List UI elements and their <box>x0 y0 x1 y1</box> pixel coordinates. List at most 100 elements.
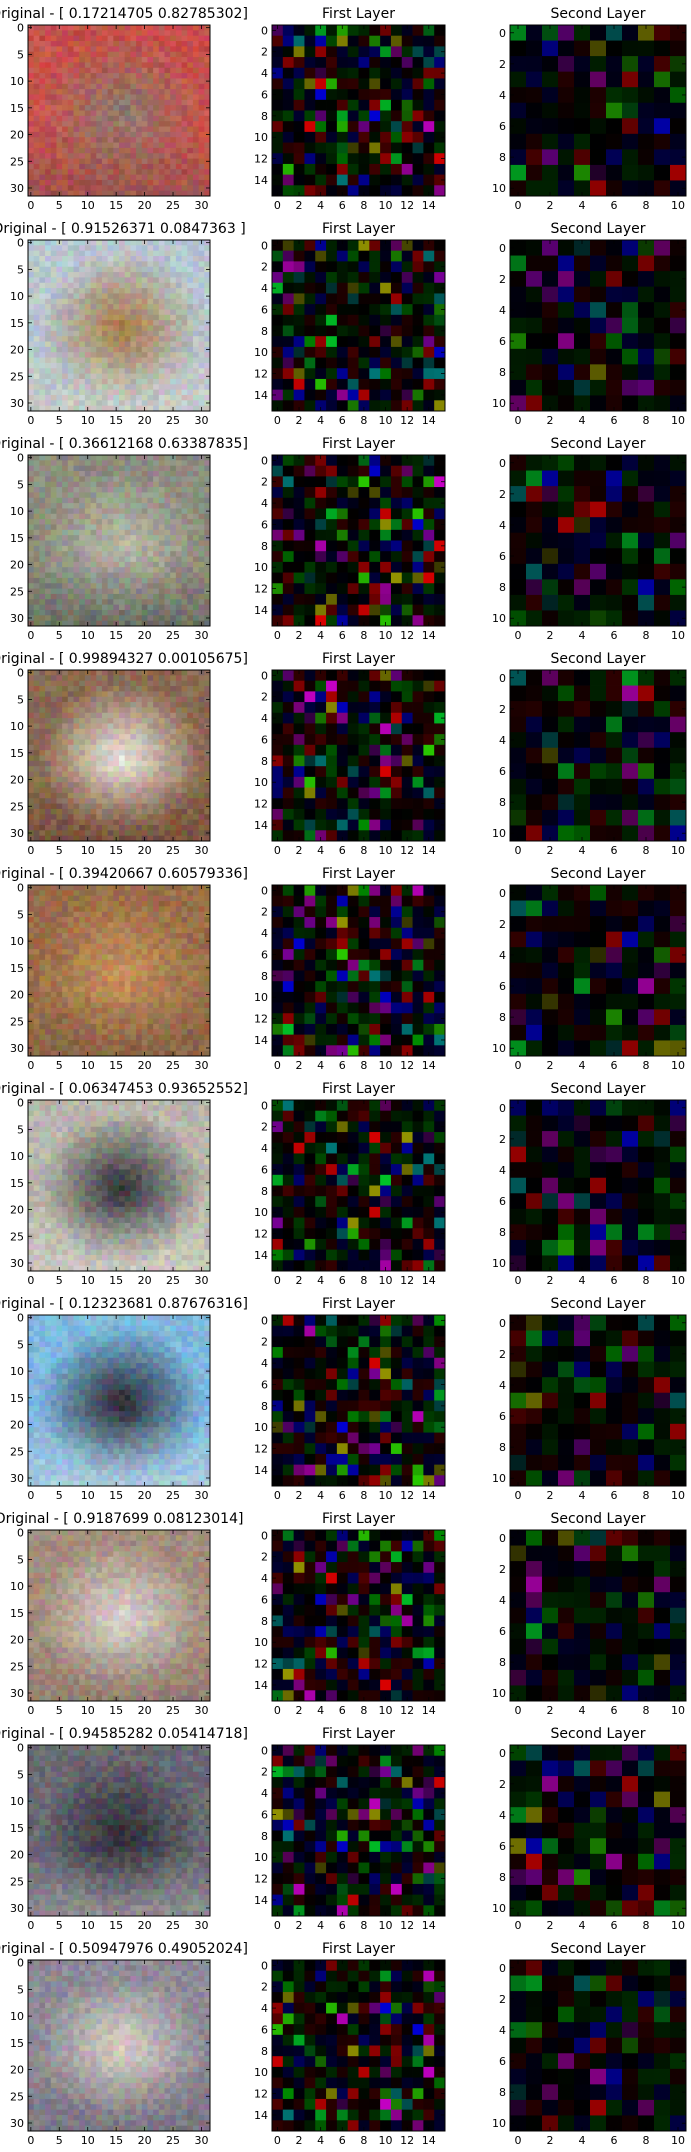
first-panel-5: First Layer 0 0 2 2 4 4 6 6 8 8 10 10 12 12 14 14 <box>254 1081 446 1287</box>
y-tick-label-first-1-1: 2 <box>261 261 268 274</box>
y-tick-label-second-1-3: 6 <box>499 335 506 348</box>
second-panel-7: Second Layer 0 0 2 2 4 4 6 6 8 8 10 10 <box>492 1511 687 1717</box>
y-tick-label-second-2-4: 8 <box>499 581 506 594</box>
y-tick-label-first-2-0: 0 <box>261 454 268 467</box>
x-tick-label-first-0-3: 6 <box>339 199 346 212</box>
x-tick-label-original-3-1: 5 <box>56 844 63 857</box>
x-tick-label-first-9-4: 8 <box>360 2134 367 2147</box>
x-tick-label-second-1-2: 4 <box>579 414 586 427</box>
x-tick-label-second-6-3: 6 <box>611 1489 618 1502</box>
panel-title-original-5: Original - [ 0.06347453 0.93652552] <box>0 1081 248 1097</box>
x-tick-label-first-3-4: 8 <box>360 844 367 857</box>
x-tick-label-original-5-4: 20 <box>138 1274 152 1287</box>
y-tick-label-original-8-1: 5 <box>17 1768 24 1781</box>
x-tick-label-original-2-1: 5 <box>56 629 63 642</box>
x-tick-label-second-5-0: 0 <box>515 1274 522 1287</box>
y-tick-label-first-0-2: 4 <box>261 67 268 80</box>
y-tick-label-second-1-2: 4 <box>499 304 506 317</box>
x-tick-label-original-0-4: 20 <box>138 199 152 212</box>
x-tick-label-second-3-5: 10 <box>671 844 685 857</box>
y-tick-label-second-1-5: 10 <box>492 397 506 410</box>
x-tick-label-first-6-1: 2 <box>296 1489 303 1502</box>
x-tick-label-first-1-1: 2 <box>296 414 303 427</box>
second-panel-0: Second Layer 0 0 2 2 4 4 6 6 8 8 10 10 <box>492 6 687 212</box>
y-tick-label-second-2-0: 0 <box>499 457 506 470</box>
y-tick-label-original-3-4: 20 <box>10 774 24 787</box>
y-tick-label-original-0-4: 20 <box>10 129 24 142</box>
x-tick-label-second-7-3: 6 <box>611 1704 618 1717</box>
x-tick-label-first-2-1: 2 <box>296 629 303 642</box>
y-tick-label-first-8-6: 12 <box>254 1873 268 1886</box>
y-tick-label-original-6-2: 10 <box>10 1365 24 1378</box>
x-tick-label-second-1-3: 6 <box>611 414 618 427</box>
original-axes-frame-9 <box>27 1959 211 2132</box>
y-tick-label-original-4-1: 5 <box>17 908 24 921</box>
second-panel-1: Second Layer 0 0 2 2 4 4 6 6 8 8 10 10 <box>492 221 687 427</box>
y-tick-label-first-2-3: 6 <box>261 518 268 531</box>
y-tick-label-original-0-6: 30 <box>10 182 24 195</box>
original-axes-frame-7 <box>27 1529 211 1702</box>
panel-title-original-9: Original - [ 0.50947976 0.49052024] <box>0 1941 248 1957</box>
y-tick-label-second-8-0: 0 <box>499 1747 506 1760</box>
y-tick-label-original-7-6: 30 <box>10 1687 24 1700</box>
y-tick-label-original-5-2: 10 <box>10 1150 24 1163</box>
y-tick-label-first-8-0: 0 <box>261 1744 268 1757</box>
y-tick-label-first-9-2: 4 <box>261 2002 268 2015</box>
original-image-cells-9 <box>28 1960 211 2132</box>
x-tick-label-first-3-0: 0 <box>274 844 281 857</box>
first-axes-frame-3 <box>271 669 446 842</box>
y-tick-label-second-5-1: 2 <box>499 1133 506 1146</box>
x-tick-label-second-8-4: 8 <box>643 1919 650 1932</box>
y-tick-label-first-5-7: 14 <box>254 1249 268 1262</box>
panel-title-original-8: Original - [ 0.94585282 0.05414718] <box>0 1726 248 1742</box>
y-tick-label-original-2-6: 30 <box>10 612 24 625</box>
original-panel-9: Original - [ 0.50947976 0.49052024]00551… <box>0 1941 248 2147</box>
y-tick-label-first-9-4: 8 <box>261 2045 268 2058</box>
x-tick-label-first-2-7: 14 <box>422 629 436 642</box>
second-image-cells-7 <box>510 1530 687 1702</box>
y-tick-label-first-4-3: 6 <box>261 948 268 961</box>
x-tick-label-original-7-0: 0 <box>27 1704 34 1717</box>
x-tick-label-original-2-2: 10 <box>81 629 95 642</box>
x-tick-label-first-5-1: 2 <box>296 1274 303 1287</box>
x-tick-label-original-9-4: 20 <box>138 2134 152 2147</box>
y-tick-label-second-8-4: 8 <box>499 1871 506 1884</box>
figure-row-2: Original - [ 0.36612168 0.63387835]00551… <box>0 436 687 642</box>
panel-title-second-2: Second Layer <box>550 436 645 452</box>
y-tick-label-second-2-3: 6 <box>499 550 506 563</box>
x-tick-label-first-1-4: 8 <box>360 414 367 427</box>
x-tick-label-second-7-2: 4 <box>579 1704 586 1717</box>
first-image-cells-3 <box>272 670 446 842</box>
x-tick-label-original-5-6: 30 <box>194 1274 208 1287</box>
y-tick-label-original-1-0: 0 <box>17 237 24 250</box>
x-tick-label-second-1-1: 2 <box>547 414 554 427</box>
panel-title-original-0: Original - [ 0.17214705 0.82785302] <box>0 6 248 22</box>
y-tick-label-first-8-3: 6 <box>261 1808 268 1821</box>
first-image-cells-2 <box>272 455 446 627</box>
first-axes-frame-5 <box>271 1099 446 1272</box>
x-tick-label-first-7-6: 12 <box>400 1704 414 1717</box>
x-tick-label-first-3-7: 14 <box>422 844 436 857</box>
original-panel-1: Original - [ 0.91526371 0.0847363 ]00551… <box>0 221 246 427</box>
y-tick-label-second-4-4: 8 <box>499 1011 506 1024</box>
x-tick-label-second-0-3: 6 <box>611 199 618 212</box>
y-tick-label-second-5-3: 6 <box>499 1195 506 1208</box>
y-tick-label-first-6-5: 10 <box>254 1421 268 1434</box>
x-tick-label-second-1-0: 0 <box>515 414 522 427</box>
y-tick-label-original-1-5: 25 <box>10 370 24 383</box>
y-tick-label-second-9-0: 0 <box>499 1962 506 1975</box>
first-panel-6: First Layer 0 0 2 2 4 4 6 6 8 8 10 10 12 12 14 14 <box>254 1296 446 1502</box>
y-tick-label-first-7-3: 6 <box>261 1593 268 1606</box>
x-tick-label-second-7-5: 10 <box>671 1704 685 1717</box>
y-tick-label-second-5-0: 0 <box>499 1102 506 1115</box>
x-tick-label-first-3-2: 4 <box>317 844 324 857</box>
x-tick-label-first-1-0: 0 <box>274 414 281 427</box>
x-tick-label-second-4-5: 10 <box>671 1059 685 1072</box>
original-image-cells-5 <box>28 1100 211 1272</box>
y-tick-label-original-5-4: 20 <box>10 1204 24 1217</box>
x-tick-label-first-8-4: 8 <box>360 1919 367 1932</box>
original-image-cells-1 <box>28 240 211 412</box>
y-tick-label-second-3-5: 10 <box>492 827 506 840</box>
x-tick-label-second-9-5: 10 <box>671 2134 685 2147</box>
second-image-cells-0 <box>510 25 687 197</box>
